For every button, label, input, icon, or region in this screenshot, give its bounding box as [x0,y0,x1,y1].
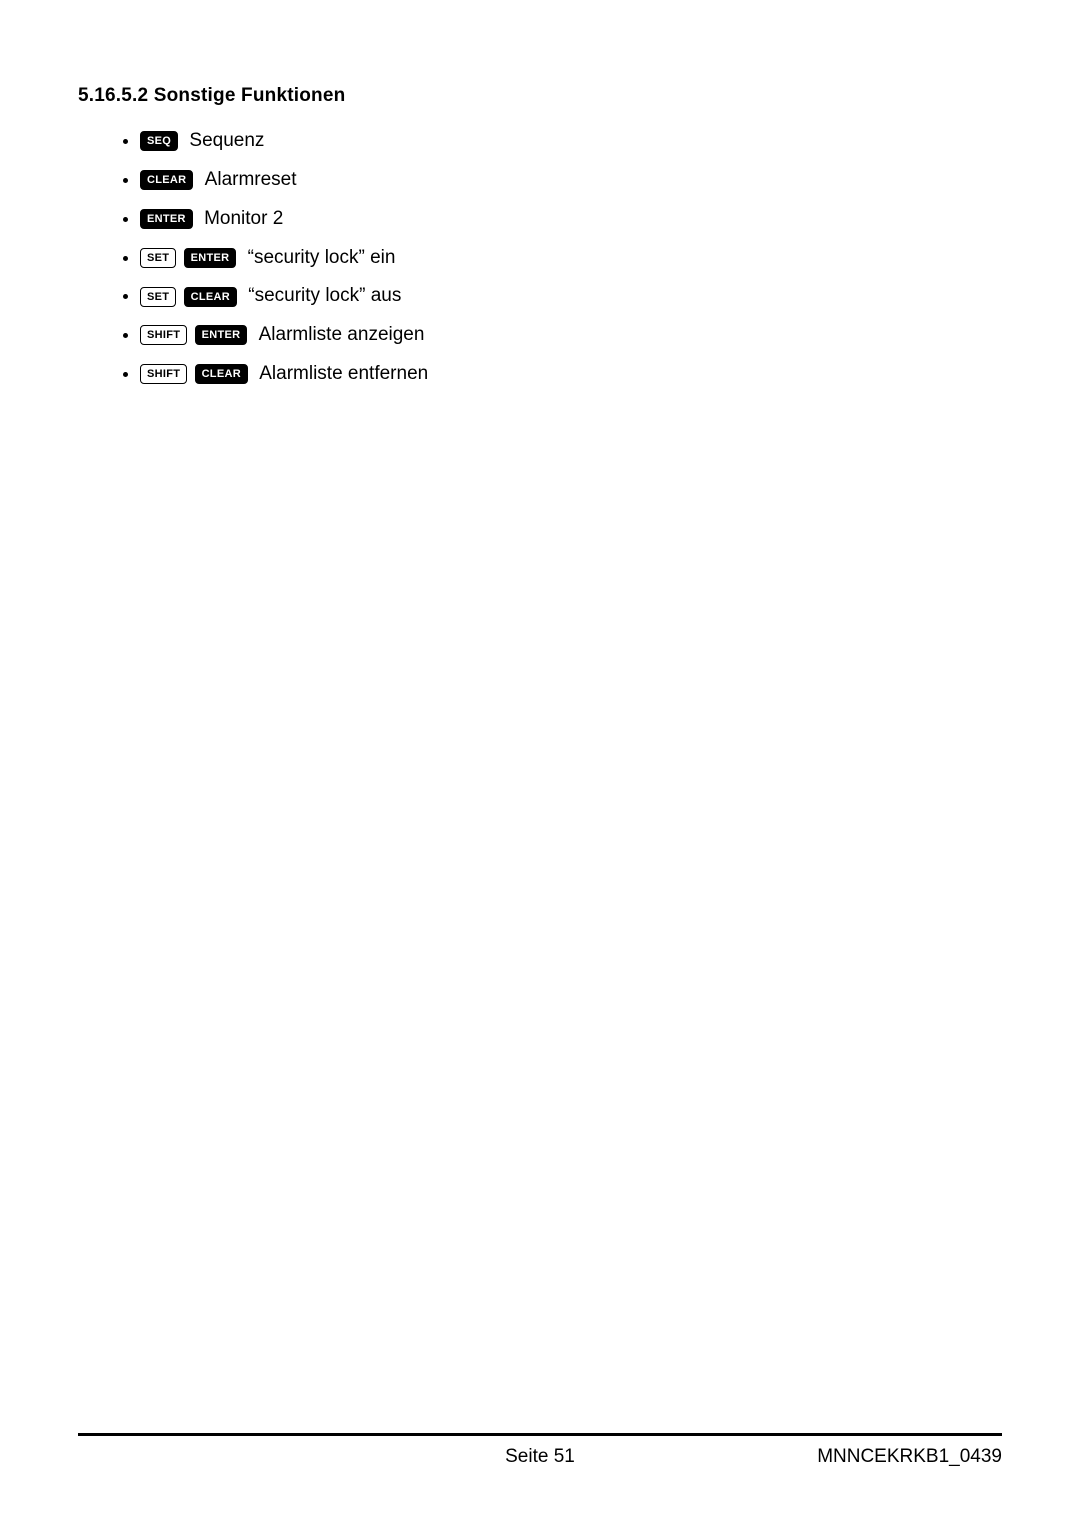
function-list: SEQ Sequenz CLEAR Alarmreset ENTER Monit… [78,129,1002,386]
item-label: Alarmliste anzeigen [259,324,425,345]
section-heading: 5.16.5.2 Sonstige Funktionen [78,85,1002,107]
key-sequence: SHIFT CLEAR [140,362,250,386]
page-footer: Seite 51 MNNCEKRKB1_0439 [78,1433,1002,1468]
footer-row: Seite 51 MNNCEKRKB1_0439 [78,1446,1002,1468]
list-item: SET CLEAR “security lock” aus [140,284,1002,308]
item-label: “security lock” aus [248,286,401,307]
key-icon: SHIFT [140,364,187,384]
list-item: SHIFT CLEAR Alarmliste entfernen [140,362,1002,386]
footer-rule [78,1433,1002,1436]
key-icon: CLEAR [184,287,237,307]
key-sequence: ENTER [140,207,195,231]
list-item: CLEAR Alarmreset [140,168,1002,192]
list-item: SEQ Sequenz [140,129,1002,153]
item-label: Sequenz [189,130,264,151]
key-icon: SHIFT [140,325,187,345]
key-sequence: CLEAR [140,168,195,192]
page-number: Seite 51 [386,1446,694,1468]
key-icon: CLEAR [195,364,248,384]
item-label: “security lock” ein [248,247,396,268]
key-icon: ENTER [140,209,193,229]
doc-id: MNNCEKRKB1_0439 [694,1446,1002,1468]
key-sequence: SET CLEAR [140,285,239,309]
key-icon: ENTER [195,325,248,345]
list-item: SHIFT ENTER Alarmliste anzeigen [140,323,1002,347]
footer-left [78,1446,386,1468]
key-sequence: SEQ [140,129,180,153]
key-icon: CLEAR [140,170,193,190]
key-icon: ENTER [184,248,237,268]
key-icon: SEQ [140,131,178,151]
key-icon: SET [140,248,176,268]
key-sequence: SHIFT ENTER [140,323,249,347]
item-label: Alarmliste entfernen [259,363,428,384]
key-icon: SET [140,287,176,307]
item-label: Alarmreset [205,169,297,190]
key-sequence: SET ENTER [140,246,238,270]
document-page: 5.16.5.2 Sonstige Funktionen SEQ Sequenz… [0,0,1080,1528]
item-label: Monitor 2 [204,208,283,229]
list-item: SET ENTER “security lock” ein [140,246,1002,270]
list-item: ENTER Monitor 2 [140,207,1002,231]
